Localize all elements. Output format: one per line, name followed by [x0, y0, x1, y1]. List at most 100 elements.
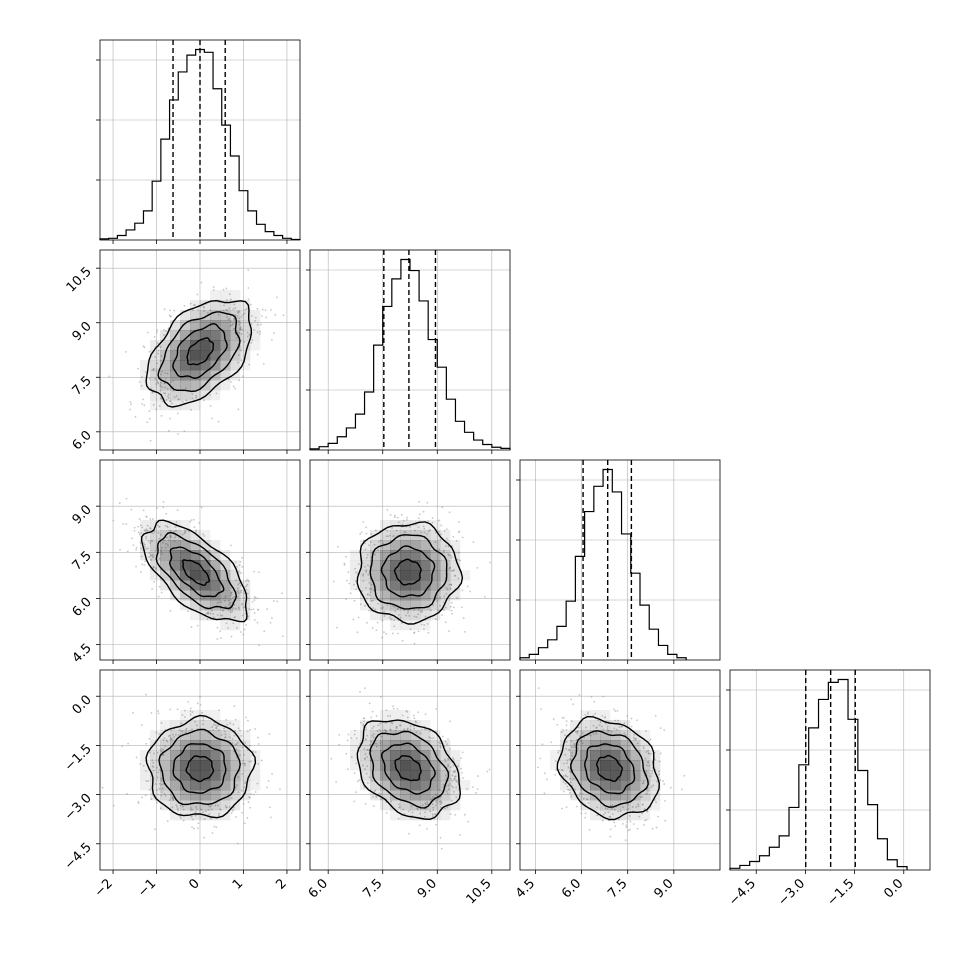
- scatter-point: [256, 323, 259, 326]
- scatter-point: [163, 539, 166, 542]
- density-cell: [240, 590, 251, 601]
- density-cell: [400, 590, 411, 601]
- density-grid: [350, 520, 471, 631]
- scatter-point: [180, 722, 183, 725]
- scatter-point: [254, 728, 257, 730]
- density-cell: [420, 540, 431, 551]
- scatter-point: [151, 588, 154, 590]
- density-cell: [150, 360, 161, 371]
- density-cell: [650, 750, 661, 761]
- scatter-point: [226, 723, 229, 726]
- scatter-point: [158, 585, 161, 588]
- density-cell: [160, 550, 171, 561]
- scatter-point: [155, 408, 158, 411]
- scatter-point: [373, 805, 375, 808]
- scatter-point: [197, 827, 199, 829]
- scatter-point: [461, 751, 464, 754]
- scatter-point: [191, 728, 194, 731]
- scatter-point: [181, 400, 184, 403]
- scatter-point: [231, 597, 234, 600]
- scatter-point: [565, 740, 568, 743]
- scatter-point: [540, 708, 543, 711]
- density-cell: [630, 800, 641, 811]
- scatter-point: [343, 562, 346, 565]
- density-cell: [590, 750, 601, 761]
- scatter-point: [249, 744, 251, 747]
- scatter-point: [211, 417, 213, 420]
- scatter-point: [250, 608, 253, 611]
- density-cell: [570, 790, 581, 801]
- scatter-point: [163, 392, 165, 394]
- scatter-point: [632, 823, 635, 825]
- scatter-point: [445, 592, 448, 595]
- scatter-point: [173, 309, 176, 312]
- density-cell: [400, 770, 411, 781]
- scatter-point: [645, 818, 648, 821]
- scatter-point: [364, 604, 366, 607]
- scatter-point: [203, 836, 206, 839]
- scatter-point: [164, 372, 167, 374]
- density-cell: [570, 760, 581, 771]
- density-cell: [180, 370, 191, 381]
- density-cell: [590, 730, 601, 741]
- scatter-point: [243, 592, 246, 595]
- scatter-point: [145, 515, 148, 518]
- density-cell: [440, 810, 451, 821]
- scatter-point: [224, 600, 226, 602]
- density-cell: [430, 800, 441, 811]
- scatter-point: [127, 742, 130, 745]
- scatter-point: [170, 738, 173, 741]
- scatter-point: [159, 770, 162, 772]
- scatter-point: [353, 599, 356, 602]
- scatter-point: [216, 614, 219, 616]
- density-cell: [420, 790, 431, 801]
- scatter-point: [369, 541, 372, 543]
- scatter-point: [224, 805, 227, 807]
- density-cell: [410, 740, 421, 751]
- contour-line: [168, 546, 225, 598]
- scatter-point: [409, 628, 412, 631]
- scatter-point: [141, 526, 144, 529]
- density-cell: [220, 300, 231, 311]
- scatter-point: [146, 421, 149, 424]
- density-cell: [180, 360, 191, 371]
- scatter-point: [175, 804, 178, 806]
- scatter-point: [371, 599, 374, 602]
- scatter-point: [122, 523, 125, 525]
- scatter-point: [276, 600, 279, 603]
- scatter-point: [649, 738, 652, 741]
- scatter-point: [108, 375, 111, 378]
- scatter-point: [346, 739, 349, 742]
- scatter-point: [191, 309, 194, 312]
- scatter-point: [554, 760, 557, 763]
- scatter-point: [140, 384, 143, 387]
- scatter-point: [218, 709, 221, 712]
- scatter-point: [359, 603, 362, 606]
- scatter-point: [389, 728, 392, 731]
- density-cell: [430, 790, 441, 801]
- density-cell: [430, 560, 441, 571]
- scatter-point: [233, 734, 236, 737]
- contour-line: [556, 715, 661, 821]
- scatter-point: [638, 815, 641, 818]
- density-cell: [420, 600, 431, 611]
- scatter-point: [153, 752, 155, 755]
- scatter-point: [426, 622, 429, 625]
- density-cell: [210, 330, 221, 341]
- scatter-point: [400, 513, 403, 516]
- x-tick-label: 0: [186, 876, 202, 892]
- scatter-point: [413, 727, 416, 730]
- scatter-point: [274, 313, 277, 316]
- scatter-point: [356, 780, 359, 783]
- scatter-point: [398, 805, 401, 808]
- scatter-point: [562, 781, 565, 783]
- density-cell: [200, 600, 211, 611]
- scatter-point: [165, 536, 168, 539]
- scatter-point: [230, 587, 233, 589]
- scatter-point: [181, 730, 184, 733]
- scatter-point: [244, 782, 247, 785]
- scatter-point: [179, 817, 182, 819]
- density-cell: [590, 760, 601, 771]
- scatter-point: [237, 791, 240, 794]
- density-cell: [220, 730, 231, 741]
